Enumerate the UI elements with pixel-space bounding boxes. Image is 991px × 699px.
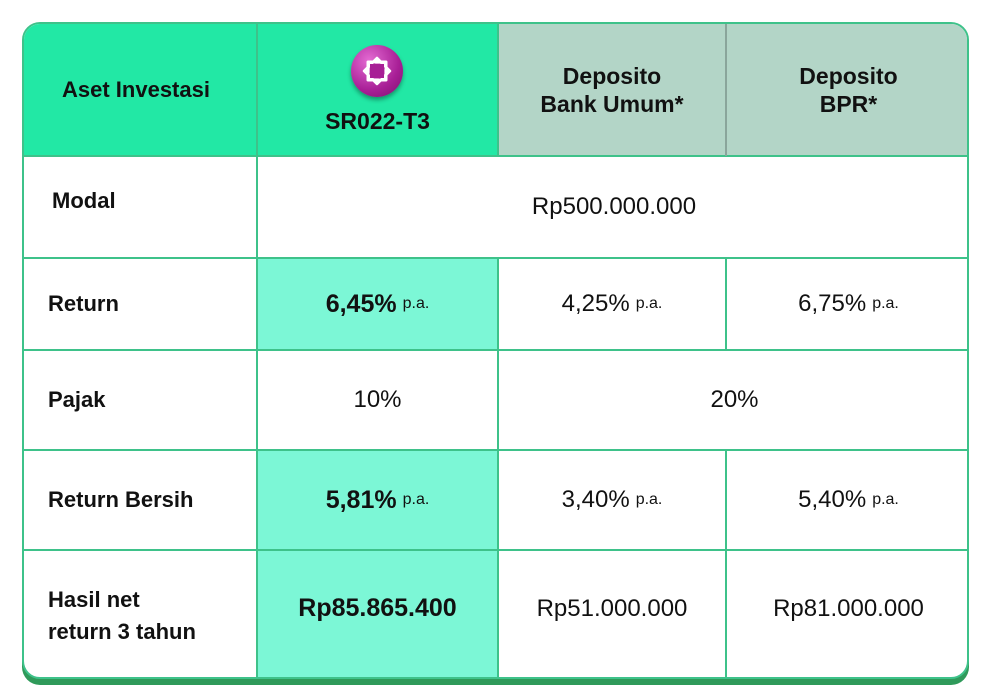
divider — [497, 258, 499, 677]
return-bank-value: 4,25% — [561, 290, 630, 317]
return-bersih-bank: 3,40% p.a. — [498, 450, 726, 550]
divider — [725, 450, 727, 677]
header-deposito-bpr: Deposito BPR* — [726, 24, 967, 156]
return-bersih-bpr-unit: p.a. — [872, 491, 899, 508]
return-sr-value: 6,45% — [325, 289, 397, 318]
divider — [24, 349, 967, 351]
pajak-label: Pajak — [24, 350, 257, 450]
pajak-deposito: 20% — [498, 350, 967, 450]
sr-name: SR022-T3 — [325, 108, 430, 134]
pajak-deposito-value: 20% — [710, 386, 759, 413]
divider — [24, 257, 967, 259]
return-label: Return — [24, 258, 257, 350]
star-octagram-icon — [351, 45, 404, 97]
return-bersih-bank-unit: p.a. — [635, 491, 663, 508]
divider — [725, 258, 727, 350]
return-bpr-value: 6,75% — [798, 290, 867, 317]
return-sr: 6,45% p.a. — [257, 258, 498, 350]
hasil-sr-value: Rp85.865.400 — [298, 594, 457, 622]
hasil-bpr: Rp81.000.000 — [726, 550, 967, 677]
dep-bank-line2: Bank Umum* — [540, 91, 684, 117]
divider — [24, 549, 967, 551]
return-bersih-label-text: Return Bersih — [48, 487, 194, 512]
hasil-bank: Rp51.000.000 — [498, 550, 726, 677]
divider — [256, 24, 258, 677]
hasil-label: Hasil net return 3 tahun — [24, 550, 257, 677]
header-asset-label: Aset Investasi — [24, 24, 257, 156]
dep-bank-line1: Deposito — [562, 63, 662, 89]
hasil-label-line1: Hasil net — [48, 586, 140, 612]
header-asset-text: Aset Investasi — [62, 77, 210, 102]
modal-label: Modal — [24, 156, 257, 258]
return-bersih-bank-value: 3,40% — [561, 486, 630, 513]
divider — [725, 24, 727, 156]
return-bpr-unit: p.a. — [872, 295, 899, 312]
hasil-label-line2: return 3 tahun — [48, 618, 196, 644]
return-bersih-label: Return Bersih — [24, 450, 257, 550]
return-bersih-bpr-value: 5,40% — [798, 486, 867, 513]
return-bersih-bpr: 5,40% p.a. — [726, 450, 967, 550]
return-label-text: Return — [48, 291, 119, 316]
divider — [24, 449, 967, 451]
return-bersih-sr-value: 5,81% — [325, 485, 397, 514]
header-deposito-bank: Deposito Bank Umum* — [498, 24, 726, 156]
comparison-table: Aset Investasi SR022-T3 Deposito Bank Um… — [22, 22, 969, 679]
pajak-sr-value: 10% — [353, 386, 402, 413]
pajak-label-text: Pajak — [48, 387, 106, 412]
modal-value-text: Rp500.000.000 — [531, 193, 697, 220]
dep-bpr-line1: Deposito — [799, 63, 898, 89]
return-sr-unit: p.a. — [402, 295, 430, 312]
divider — [24, 155, 967, 157]
modal-label-text: Modal — [52, 188, 116, 213]
header-sr: SR022-T3 — [257, 24, 498, 156]
return-bank: 4,25% p.a. — [498, 258, 726, 350]
pajak-sr: 10% — [257, 350, 498, 450]
return-bersih-sr-unit: p.a. — [402, 491, 430, 508]
hasil-bpr-value: Rp81.000.000 — [773, 594, 924, 622]
hasil-sr: Rp85.865.400 — [257, 550, 498, 677]
dep-bpr-line2: BPR* — [819, 91, 878, 117]
modal-value: Rp500.000.000 — [257, 156, 967, 258]
return-bank-unit: p.a. — [635, 295, 663, 312]
return-bpr: 6,75% p.a. — [726, 258, 967, 350]
return-bersih-sr: 5,81% p.a. — [257, 450, 498, 550]
hasil-bank-value: Rp51.000.000 — [536, 594, 688, 622]
divider — [497, 24, 499, 156]
